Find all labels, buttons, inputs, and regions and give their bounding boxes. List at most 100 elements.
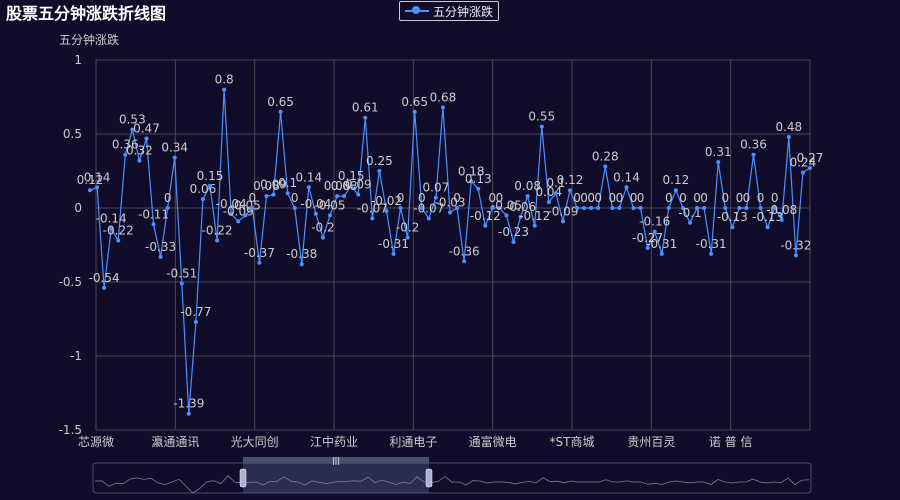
y-tick-label: -0.5 — [59, 275, 82, 289]
data-point — [497, 206, 502, 210]
data-point — [751, 152, 756, 157]
data-label: 0 — [630, 191, 638, 205]
data-label: -1.39 — [173, 397, 204, 411]
data-point — [582, 206, 587, 210]
data-point — [356, 192, 361, 197]
data-point — [511, 240, 516, 245]
data-label: 0 — [594, 191, 602, 205]
data-point — [603, 164, 608, 169]
y-tick-label: 0 — [74, 201, 82, 215]
data-point — [716, 160, 721, 165]
data-point — [320, 235, 325, 240]
data-point — [363, 115, 368, 120]
data-point — [624, 185, 629, 190]
data-label: -0.31 — [378, 237, 409, 251]
data-point — [179, 281, 184, 286]
data-label: 0.53 — [119, 113, 146, 127]
data-point — [109, 226, 114, 231]
data-point — [575, 206, 580, 210]
data-label: -0.2 — [311, 221, 334, 235]
data-point — [737, 206, 742, 210]
data-point — [426, 216, 431, 221]
data-point — [349, 183, 354, 188]
data-label: -0.11 — [138, 207, 169, 221]
data-label: -0.22 — [202, 224, 233, 238]
x-tick-label: 光大同创 — [231, 435, 279, 449]
legend-item[interactable]: 五分钟涨跌 — [399, 1, 499, 21]
datazoom-drag-bar[interactable] — [243, 457, 429, 463]
y-axis-label: 五分钟涨跌 — [59, 33, 120, 47]
data-point — [617, 206, 622, 210]
x-tick-label: 江中药业 — [310, 434, 358, 449]
y-tick-label: -1 — [70, 349, 82, 363]
data-label: -0.03 — [434, 195, 465, 209]
data-label: -0.54 — [89, 271, 120, 285]
data-label: 0.31 — [705, 145, 732, 159]
data-label: 0 — [679, 191, 687, 205]
data-label: -0.2 — [396, 221, 419, 235]
data-label: -0.07 — [413, 201, 444, 215]
data-label: -0.33 — [145, 240, 176, 254]
data-label: 0.27 — [797, 151, 824, 165]
data-point — [158, 254, 163, 259]
data-point — [631, 206, 636, 210]
datazoom-right-handle[interactable] — [425, 468, 433, 488]
data-point — [645, 245, 650, 250]
data-point — [546, 200, 551, 205]
data-label: 0 — [721, 191, 729, 205]
data-point — [229, 211, 234, 216]
data-point — [292, 206, 297, 210]
data-point — [285, 191, 290, 196]
data-label: -0.37 — [244, 246, 275, 260]
data-point — [328, 213, 332, 218]
data-point — [391, 251, 396, 256]
data-point — [172, 155, 177, 160]
data-point — [264, 194, 269, 199]
data-label: 0.24 — [790, 155, 817, 169]
data-label: 0.36 — [112, 138, 139, 152]
data-point — [335, 194, 340, 199]
data-label: -0.02 — [371, 194, 402, 208]
legend-line-icon — [404, 6, 429, 14]
data-point — [419, 206, 424, 210]
data-point — [539, 124, 544, 129]
data-point — [638, 206, 643, 210]
data-point — [299, 262, 304, 267]
data-label: 0.32 — [126, 144, 153, 158]
data-point — [518, 214, 523, 219]
data-label: 0.61 — [352, 101, 379, 115]
data-point — [695, 206, 700, 210]
data-point — [200, 197, 205, 202]
data-label: -0.36 — [449, 244, 480, 258]
data-point — [504, 213, 509, 218]
x-tick-label: 贵州百灵 — [627, 435, 675, 449]
data-label: -0.06 — [505, 200, 536, 214]
data-point — [786, 134, 791, 139]
data-point — [469, 179, 474, 184]
data-point — [193, 319, 198, 324]
data-label: 0.55 — [528, 110, 555, 124]
data-point — [483, 223, 488, 228]
data-label: 0 — [587, 191, 595, 205]
data-label: -0.05 — [314, 198, 345, 212]
data-point — [462, 259, 467, 264]
data-label: 0.09 — [345, 178, 372, 192]
data-point — [793, 253, 798, 258]
data-point — [250, 206, 255, 210]
data-point — [398, 206, 403, 210]
data-label: 0 — [489, 191, 497, 205]
data-label: -0.13 — [752, 210, 783, 224]
data-label: 0 — [665, 191, 673, 205]
data-point — [596, 206, 601, 210]
data-point — [151, 222, 156, 227]
data-label: 0.48 — [775, 120, 802, 134]
data-point — [666, 206, 671, 210]
datazoom-left-handle[interactable] — [239, 468, 247, 488]
data-label: 0.15 — [338, 169, 365, 183]
data-label: 0 — [164, 191, 172, 205]
data-point — [313, 211, 318, 216]
datazoom-window[interactable] — [243, 463, 429, 493]
data-point — [215, 238, 220, 243]
data-label: 0 — [616, 191, 624, 205]
